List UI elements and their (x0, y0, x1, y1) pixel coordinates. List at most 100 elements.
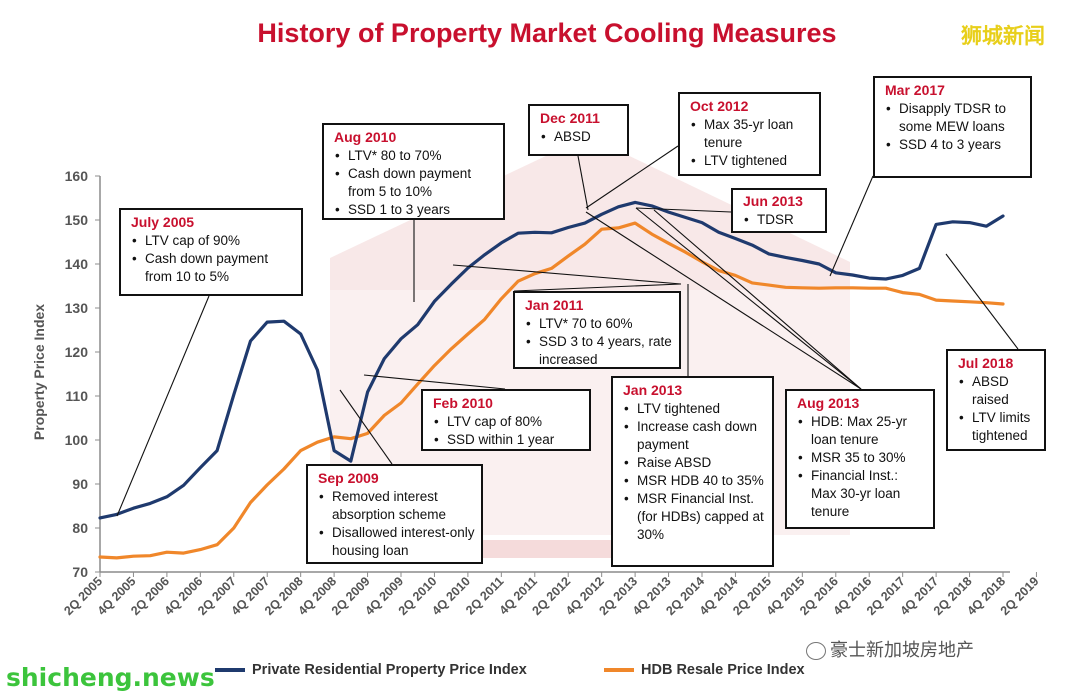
annotation-list: LTV tightened Increase cash down payment… (623, 400, 766, 544)
annotation-item: Financial Inst.: Max 30-yr loan tenure (798, 467, 927, 521)
annotation-date: Jul 2018 (958, 355, 1014, 371)
annotation-feb-2010: Feb 2010 LTV cap of 80% SSD within 1 yea… (421, 389, 591, 451)
annotation-aug-2010: Aug 2010 LTV* 80 to 70% Cash down paymen… (322, 123, 505, 220)
legend-item-hdb: HDB Resale Price Index (604, 662, 805, 678)
series-line-hdb (98, 221, 1005, 560)
annotation-item: HDB: Max 25-yr loan tenure (798, 413, 927, 449)
y-tick-label: 120 (65, 344, 89, 360)
annotation-leader-line (339, 389, 393, 465)
annotation-leader-line (635, 207, 732, 213)
annotation-oct-2012: Oct 2012 Max 35-yr loan tenure LTV tight… (678, 92, 821, 176)
annotation-date: Jan 2013 (623, 382, 683, 398)
annotation-mar-2017: Mar 2017 Disapply TDSR to some MEW loans… (873, 76, 1032, 178)
annotation-item: LTV tightened (691, 152, 813, 170)
series-line-private (98, 200, 1005, 520)
y-tick-label: 160 (65, 168, 89, 184)
house-roof-shape (330, 136, 850, 290)
annotation-list: ABSD raised LTV limits tightened (958, 373, 1038, 445)
annotation-item: LTV tightened (624, 400, 766, 418)
legend-item-private: Private Residential Property Price Index (215, 662, 527, 678)
annotation-item: SSD 1 to 3 years (335, 201, 497, 219)
annotation-item: MSR 35 to 30% (798, 449, 927, 467)
wechat-icon (806, 642, 826, 660)
legend-label-hdb: HDB Resale Price Index (641, 662, 805, 678)
annotation-date: Sep 2009 (318, 470, 379, 486)
annotation-item: Removed interest absorption scheme (319, 488, 475, 524)
annotation-date: Aug 2013 (797, 395, 860, 411)
annotation-list: LTV cap of 90% Cash down payment from 10… (131, 232, 295, 286)
annotation-item: Cash down payment from 10 to 5% (132, 250, 295, 286)
annotation-item: ABSD raised (959, 373, 1038, 409)
annotation-leader-line (116, 295, 210, 517)
y-tick-label: 80 (72, 520, 88, 536)
chart-title: History of Property Market Cooling Measu… (257, 18, 837, 48)
watermark-bottom-left: shicheng.news (6, 663, 215, 692)
y-tick-label: 110 (65, 388, 88, 404)
annotation-leader-line (577, 155, 589, 211)
annotation-date: Aug 2010 (334, 129, 397, 145)
annotation-date: Dec 2011 (540, 110, 600, 126)
watermark-bottom-right: 豪士新加坡房地产 (806, 636, 974, 662)
annotation-date: Mar 2017 (885, 82, 945, 98)
annotation-date: Feb 2010 (433, 395, 493, 411)
annotation-item: LTV* 80 to 70% (335, 147, 497, 165)
chart-series (98, 200, 1005, 560)
annotation-item: ABSD (541, 128, 621, 146)
annotation-dec-2011: Dec 2011 ABSD (528, 104, 629, 156)
annotation-item: Cash down payment from 5 to 10% (335, 165, 497, 201)
annotation-list: LTV* 80 to 70% Cash down payment from 5 … (334, 147, 497, 219)
watermark-top-right: 狮城新闻 (961, 24, 1045, 48)
annotation-list: ABSD (540, 128, 621, 146)
annotation-item: Disapply TDSR to some MEW loans (886, 100, 1024, 136)
y-axis-ticks: 70 80 90 100 110 120 130 140 150 160 (65, 168, 100, 580)
annotation-item: SSD 4 to 3 years (886, 136, 1024, 154)
legend-swatch-hdb (604, 668, 634, 673)
annotation-item: SSD within 1 year (434, 431, 583, 449)
annotation-sep-2009: Sep 2009 Removed interest absorption sch… (306, 464, 483, 564)
annotation-date: Oct 2012 (690, 98, 749, 114)
annotation-item: TDSR (744, 211, 819, 229)
y-tick-label: 150 (65, 212, 89, 228)
annotation-item: SSD 3 to 4 years, rate increased (526, 333, 673, 369)
y-tick-label: 100 (65, 432, 89, 448)
y-tick-label: 140 (65, 256, 89, 272)
annotation-item: Disallowed interest-only housing loan (319, 524, 475, 560)
annotation-leader-lines (116, 145, 1019, 517)
legend-swatch-private (215, 668, 245, 673)
annotation-list: Disapply TDSR to some MEW loans SSD 4 to… (885, 100, 1024, 154)
annotation-leader-line (829, 175, 874, 277)
watermark-bottom-right-text: 豪士新加坡房地产 (830, 640, 974, 661)
annotation-item: MSR Financial Inst. (for HDBs) capped at… (624, 490, 766, 544)
annotation-item: Max 35-yr loan tenure (691, 116, 813, 152)
annotation-leader-line (513, 283, 682, 292)
annotation-jan-2013: Jan 2013 LTV tightened Increase cash dow… (611, 376, 774, 567)
annotation-jun-2013: Jun 2013 TDSR (731, 188, 827, 233)
annotation-leader-line (585, 145, 679, 209)
annotation-leader-line (363, 374, 506, 390)
annotation-item: LTV limits tightened (959, 409, 1038, 445)
chart-axes (99, 176, 1010, 573)
annotation-item: Raise ABSD (624, 454, 766, 472)
annotation-list: TDSR (743, 211, 819, 229)
annotation-leader-line (653, 209, 862, 390)
annotation-jul-2018: Jul 2018 ABSD raised LTV limits tightene… (946, 349, 1046, 451)
annotation-leader-line (635, 207, 862, 390)
annotation-item: LTV cap of 80% (434, 413, 583, 431)
annotation-item: MSR HDB 40 to 35% (624, 472, 766, 490)
annotation-date: July 2005 (131, 214, 195, 230)
annotation-item: Increase cash down payment (624, 418, 766, 454)
annotation-jul-2005: July 2005 LTV cap of 90% Cash down payme… (119, 208, 303, 296)
y-tick-label: 130 (65, 300, 89, 316)
annotation-leader-line (945, 253, 1019, 350)
annotation-item: LTV cap of 90% (132, 232, 295, 250)
annotation-date: Jan 2011 (525, 297, 584, 313)
annotation-jan-2011: Jan 2011 LTV* 70 to 60% SSD 3 to 4 years… (513, 291, 681, 369)
annotation-leader-line (585, 211, 862, 390)
y-tick-label: 70 (72, 564, 88, 580)
annotation-list: HDB: Max 25-yr loan tenure MSR 35 to 30%… (797, 413, 927, 521)
annotation-list: LTV cap of 80% SSD within 1 year (433, 413, 583, 449)
y-axis-label: Property Price Index (31, 304, 47, 440)
annotation-list: Max 35-yr loan tenure LTV tightened (690, 116, 813, 170)
y-tick-label: 90 (72, 476, 88, 492)
annotation-aug-2013: Aug 2013 HDB: Max 25-yr loan tenure MSR … (785, 389, 935, 529)
